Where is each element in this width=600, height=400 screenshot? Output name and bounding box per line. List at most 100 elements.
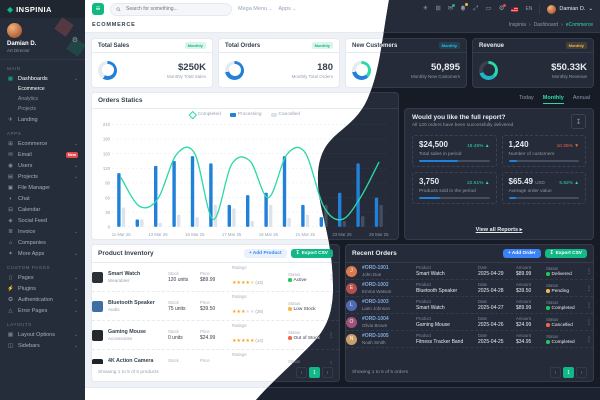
sidebar-item-sidebars[interactable]: ◫ Sidebars ⌄ (7, 342, 78, 349)
product-inventory-panel: Product Inventory + Add Product ↧Export … (91, 244, 340, 382)
export-csv-button[interactable]: ↧Export CSV (290, 249, 333, 258)
sidebar-item-layout-options[interactable]: ▦ Layout Options ⌄ (7, 331, 78, 338)
legend-cancelled[interactable]: Cancelled (270, 112, 300, 118)
sidebar-item-projects[interactable]: ▤ Projects ⌄ (7, 173, 78, 180)
export-csv-button[interactable]: ↧Export CSV (545, 249, 587, 258)
customer-avatar: J (346, 266, 357, 277)
decor-shape (54, 17, 74, 37)
product-image (92, 300, 103, 312)
prev-page-button[interactable]: ‹ (296, 367, 307, 378)
prev-page-button[interactable]: ‹ (550, 367, 561, 378)
sidebar-item-ecommerce-dash[interactable]: Ecommerce (18, 86, 45, 92)
next-page-button[interactable]: › (322, 367, 333, 378)
user-menu[interactable]: Damian D. ⌄ (547, 5, 593, 14)
row-menu-kebab-icon[interactable]: ⋮ (586, 302, 592, 309)
add-order-button[interactable]: + Add Order (503, 249, 541, 258)
row-menu-kebab-icon[interactable]: ⋮ (328, 303, 334, 310)
row-menu-kebab-icon[interactable]: ⋮ (328, 361, 333, 365)
mail-icon: ✉ (8, 151, 13, 158)
user-name: Damian D. (559, 6, 586, 12)
sidebar-item-pages[interactable]: ▯ Pages ⌄ (8, 274, 78, 281)
settings-gear-icon[interactable]: ⚙ (498, 4, 505, 12)
mega-menu-dropdown[interactable]: Mega Menu ⌄ (238, 6, 273, 12)
monitor-icon[interactable]: ▭ (485, 4, 492, 12)
report-tile-avg-order: $65.49 USD 5.92% ▲ Average order value (502, 172, 587, 204)
tab-annual[interactable]: Annual (572, 95, 590, 101)
sidebar-item-users[interactable]: ◉ Users ⌄ (8, 162, 78, 169)
sidebar-item-analytics[interactable]: Analytics (18, 96, 39, 102)
brand-logo[interactable]: ◆ INSPINIA (0, 0, 85, 18)
language-label[interactable]: EN (525, 6, 533, 12)
sidebar-item-file-manager[interactable]: ▣ File Manager (7, 184, 51, 191)
shop-icon: ⊞ (8, 140, 13, 147)
tab-monthly[interactable]: Monthly (543, 95, 564, 104)
sidebar-item-social-feed[interactable]: ◈ Social Feed (8, 217, 48, 224)
row-menu-kebab-icon[interactable]: ⋮ (586, 336, 592, 343)
row-menu-kebab-icon[interactable]: ⋮ (586, 268, 592, 275)
report-tile-sales: $24,500 18.45% ▲ Total sales in period (412, 135, 497, 167)
svg-text:120: 120 (103, 165, 111, 170)
sidebar-item-landing[interactable]: ✈ Landing (8, 116, 38, 123)
search-input[interactable] (124, 5, 218, 13)
svg-text:25 Mar 25: 25 Mar 25 (369, 231, 389, 236)
breadcrumb-item[interactable]: Inspinia (508, 22, 526, 28)
sidebar-item-error-pages[interactable]: △ Error Pages ⌄ (8, 307, 78, 314)
tab-today[interactable]: Today (519, 95, 534, 101)
download-report-button[interactable]: ↧ (571, 114, 586, 129)
report-subtitle: All 120 orders have been successfully de… (412, 123, 514, 128)
bell-icon[interactable] (460, 5, 466, 14)
profile-avatar[interactable] (7, 23, 22, 38)
sidebar-item-projects-dash[interactable]: Projects (18, 106, 37, 112)
sidebar-item-chat[interactable]: ◗ Chat (8, 195, 30, 202)
fullscreen-icon[interactable]: ⤢ (473, 4, 479, 12)
sidebar-item-companies[interactable]: ⌂ Companies (8, 239, 46, 246)
legend-completed[interactable]: Completed (188, 110, 221, 119)
sidebar-item-plugins[interactable]: ⚡ Plugins ⌄ (7, 285, 78, 292)
new-badge: New (65, 151, 78, 158)
view-all-reports-link[interactable]: View all Reports ▸ (475, 227, 523, 233)
row-menu-kebab-icon[interactable]: ⋮ (328, 332, 334, 339)
row-menu-kebab-icon[interactable]: ⋮ (586, 319, 592, 326)
page-number-button[interactable]: 1 (309, 367, 320, 378)
legend-processing[interactable]: Processing (229, 112, 262, 118)
customer-avatar: N (346, 334, 357, 345)
mail-icon[interactable]: ✉ (447, 4, 454, 12)
add-product-button[interactable]: + Add Product (243, 249, 287, 258)
user-icon: ◉ (8, 162, 13, 169)
dashboards-icon: ▦ (7, 75, 14, 82)
page-number-button[interactable]: 1 (563, 367, 574, 378)
breadcrumb: Inspinia › Dashboard › eCommerce (509, 22, 593, 28)
download-icon: ↧ (549, 251, 554, 256)
sidebar-item-authentication[interactable]: ✪ Authentication ⌄ (8, 296, 78, 303)
breadcrumb-item[interactable]: Dashboard (533, 22, 559, 28)
theme-toggle-icon[interactable]: ☀ (422, 4, 429, 12)
apps-grid-icon[interactable]: ⊞ (435, 4, 441, 12)
sidebar-item-invoice[interactable]: ≣ Invoice ⌄ (8, 228, 78, 235)
paper-plane-icon: ✈ (8, 116, 13, 123)
sidebar-item-more-apps[interactable]: ✦ More Apps ⌄ (8, 250, 78, 257)
row-menu-kebab-icon[interactable]: ⋮ (586, 285, 592, 292)
sidebar-item-calendar[interactable]: ⊟ Calendar (8, 206, 41, 213)
apps-dropdown[interactable]: Apps ⌄ (278, 6, 297, 12)
chevron-down-icon: ⌄ (588, 6, 593, 12)
next-page-button[interactable]: › (576, 367, 587, 378)
product-image (92, 358, 103, 364)
row-menu-kebab-icon[interactable]: ⋮ (328, 274, 334, 281)
sidebar-item-ecommerce[interactable]: ⊞ Ecommerce ⌄ (8, 140, 78, 147)
profile-gear-icon[interactable]: ⚙ (71, 37, 78, 44)
donut-chart (98, 60, 117, 80)
menu-toggle-button[interactable]: ≡ (92, 3, 104, 15)
sidebar-item-email[interactable]: ✉ Email New (8, 151, 78, 158)
profile-card: ⚙ Damian D. Art Director (0, 17, 85, 60)
us-flag-icon[interactable] (511, 7, 518, 12)
pagination: ‹ 1 › (550, 367, 587, 378)
sidebar-item-dashboards[interactable]: ▦ Dashboards ⌄ (7, 75, 78, 82)
